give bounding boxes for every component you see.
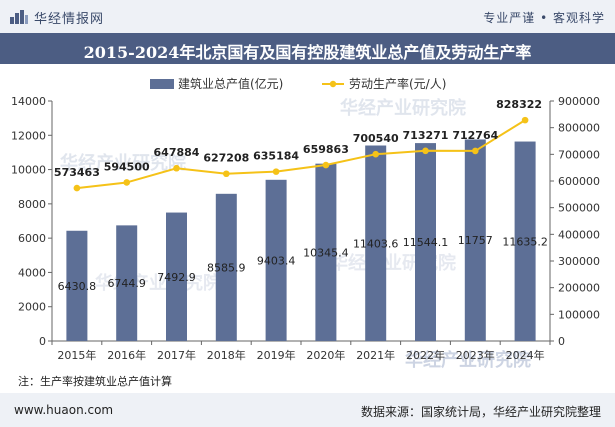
legend-line-marker [329, 80, 337, 88]
line-value-label: 594500 [104, 160, 150, 173]
bar-value-label: 11403.6 [353, 237, 399, 250]
bar-value-label: 10345.4 [303, 246, 349, 259]
y-right-tick-label: 900000 [558, 95, 600, 108]
line-value-label: 713271 [403, 129, 449, 142]
line-point [372, 150, 380, 158]
x-tick-label: 2018年 [207, 348, 246, 362]
bar [365, 145, 387, 341]
watermark-text: 华经产业研究院 [330, 252, 456, 274]
x-tick-label: 2023年 [456, 348, 495, 362]
line-point [123, 179, 130, 186]
y-left-tick-label: 4000 [18, 266, 46, 279]
x-tick-label: 2020年 [306, 348, 345, 362]
bar [116, 225, 138, 341]
slogan: 专业严谨 • 客观科学 [483, 11, 605, 25]
y-right-tick-label: 0 [558, 335, 565, 348]
line-value-label: 828322 [496, 98, 542, 111]
line-value-label: 712764 [452, 129, 498, 142]
line-point [472, 147, 479, 155]
y-right-tick-label: 700000 [558, 148, 600, 161]
line-point [223, 170, 230, 178]
y-right-tick-label: 200000 [558, 282, 600, 295]
y-right-tick-label: 800000 [558, 122, 600, 135]
brand-name: 华经情报网 [34, 11, 105, 27]
axes: 0 2000 4000 6000 8000 10000 12000 14000 0 100000 2… [11, 95, 600, 362]
site-url[interactable]: www.huaon.com [14, 403, 114, 417]
footnote: 注：生产率按建筑业总产值计算 [18, 375, 172, 388]
watermark-text: 华经产业研究院 [60, 152, 186, 174]
y-left-tick-label: 8000 [18, 198, 46, 211]
x-tick-label: 2019年 [257, 348, 296, 362]
series-line [76, 119, 526, 190]
y-right-tick-label: 400000 [558, 228, 600, 241]
bar-value-label: 6430.8 [58, 280, 97, 293]
bar [215, 193, 237, 341]
line-value-label: 573463 [54, 166, 100, 179]
line-point [173, 164, 180, 172]
brand-logo-icon [10, 10, 28, 24]
line-value-label: 635184 [253, 150, 299, 163]
y-left-tick-label: 10000 [11, 164, 46, 177]
data-labels: 6430.8 6744.9 7492.9 8585.9 9403.4 10345.4 114… [54, 98, 548, 293]
legend: 建筑业总产值(亿元) 劳动生产率(元/人) [150, 76, 446, 91]
chart-title: 2015-2024年北京国有及国有控股建筑业总产值及劳动生产率 [83, 43, 532, 62]
y-left-tick-label: 2000 [18, 301, 46, 314]
watermark-text: 华经产业研究院 [340, 97, 466, 119]
bar-value-label: 9403.4 [257, 254, 296, 267]
line-value-label: 700540 [353, 132, 399, 145]
brand[interactable]: 华经情报网 [10, 9, 105, 27]
line-point [272, 168, 280, 175]
x-tick-label: 2015年 [57, 348, 96, 362]
bar [415, 143, 436, 341]
bar-value-label: 11635.2 [502, 235, 548, 248]
line-value-label: 659863 [303, 143, 349, 156]
y-right-tick-label: 300000 [558, 255, 600, 268]
bar-value-label: 11757 [458, 234, 493, 247]
line-point [73, 184, 81, 192]
legend-line-label: 劳动生产率(元/人) [349, 76, 446, 91]
y-left-tick-label: 12000 [11, 129, 46, 142]
y-left-tick-label: 14000 [11, 95, 46, 108]
legend-bar-swatch [150, 79, 174, 89]
watermark-text: 华经产业研究院 [405, 349, 531, 371]
y-right-tick-label: 500000 [558, 202, 600, 215]
line-value-label: 647884 [154, 146, 200, 159]
x-tick-label: 2021年 [356, 348, 395, 362]
bar [464, 139, 486, 341]
bar [265, 179, 287, 341]
bar-value-label: 7492.9 [157, 271, 196, 284]
y-right-tick-label: 600000 [558, 175, 600, 188]
watermark-url: www.huaon.com [470, 372, 572, 374]
chart: 华经产业研究院华经产业研究院华经产业研究院华经产业研究院华经产业研究院www.h… [11, 76, 600, 374]
line-series [73, 116, 529, 192]
x-tick-label: 2017年 [157, 348, 196, 362]
footer: www.huaon.com 数据来源：国家统计局，华经产业研究院整理 [0, 393, 615, 427]
x-tick-label: 2024年 [506, 348, 545, 362]
bar [514, 141, 536, 341]
line-point [322, 161, 330, 169]
title-bar: 2015-2024年北京国有及国有控股建筑业总产值及劳动生产率 [0, 33, 615, 64]
bar-value-label: 8585.9 [207, 261, 246, 274]
bar [66, 230, 88, 341]
bar [166, 212, 187, 341]
data-source: 数据来源：国家统计局，华经产业研究院整理 [360, 405, 601, 419]
legend-bar-label: 建筑业总产值(亿元) [178, 76, 283, 91]
line-point [521, 116, 529, 124]
y-left-tick-label: 6000 [18, 232, 46, 245]
bar-series [66, 139, 536, 341]
bar-value-label: 6744.9 [107, 277, 146, 290]
top-banner: 华经情报网 专业严谨 • 客观科学 [0, 0, 615, 33]
y-right-tick-label: 100000 [558, 308, 600, 321]
bar [315, 163, 337, 341]
line-value-label: 627208 [203, 152, 249, 165]
x-tick-label: 2022年 [406, 348, 445, 362]
y-left-tick-label: 0 [39, 335, 46, 348]
line-point [422, 147, 429, 155]
x-tick-label: 2016年 [107, 348, 146, 362]
bar-value-label: 11544.1 [403, 236, 449, 249]
